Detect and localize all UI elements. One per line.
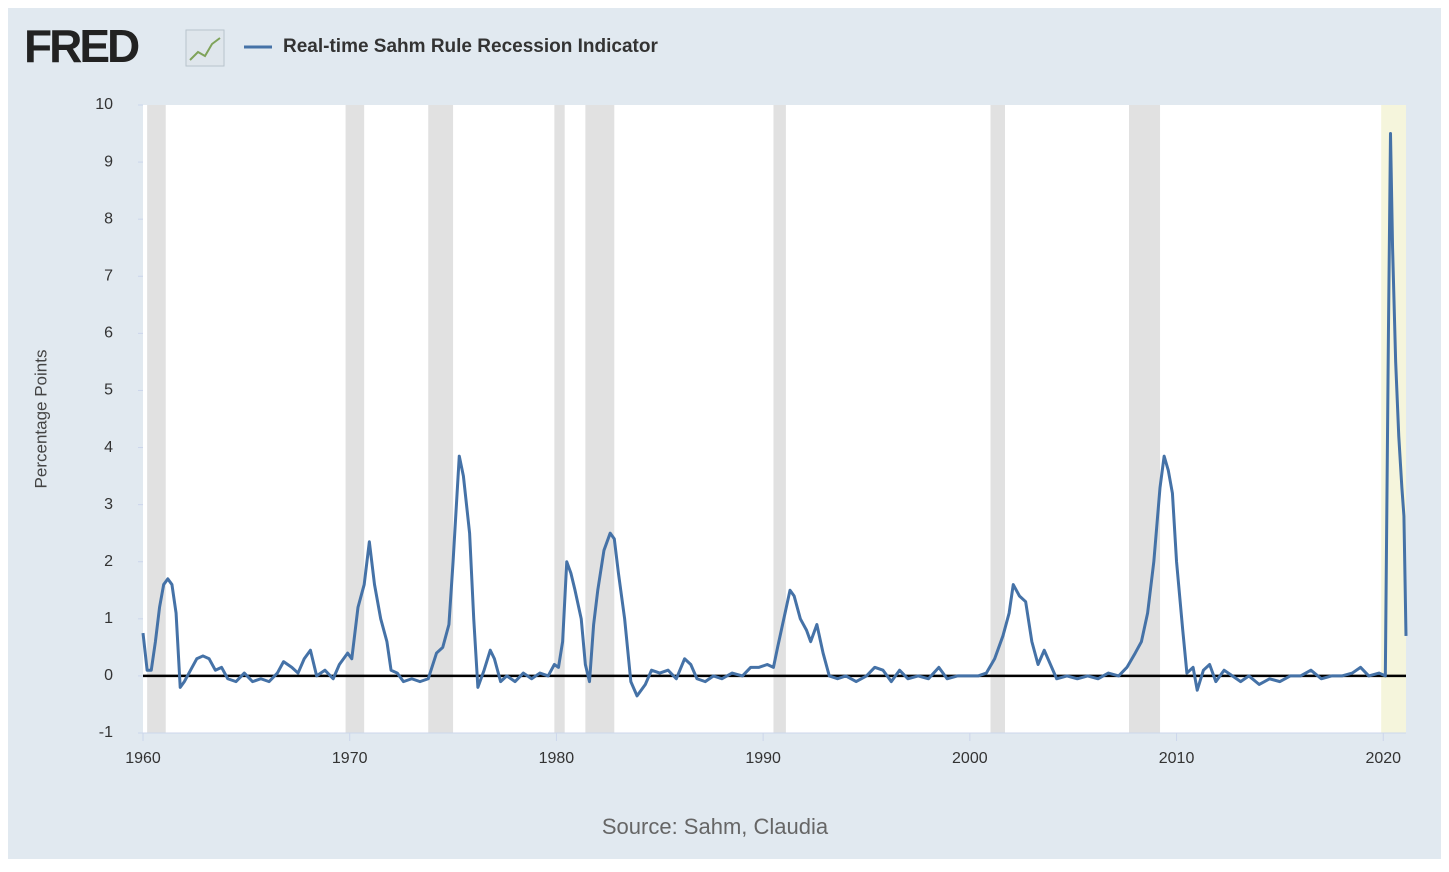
y-tick-label: 10 bbox=[95, 96, 113, 113]
logo-icon-line bbox=[189, 37, 221, 61]
source: Source: Sahm, Claudia bbox=[602, 814, 829, 839]
recession-shade bbox=[147, 105, 166, 733]
x-tick-label: 1970 bbox=[332, 750, 368, 767]
data-line bbox=[141, 132, 1408, 698]
y-tick-label: 2 bbox=[104, 553, 113, 570]
y-tick-label: 8 bbox=[104, 210, 113, 227]
x-tick-label: 1980 bbox=[539, 750, 575, 767]
recession-shade bbox=[428, 105, 454, 733]
y-tick-label: 6 bbox=[104, 325, 113, 342]
logo-icon bbox=[185, 29, 225, 67]
recession-shade bbox=[1129, 105, 1161, 733]
y-tick-label: 0 bbox=[104, 667, 113, 684]
recession-shade bbox=[773, 105, 786, 733]
x-tick-label: 2020 bbox=[1365, 750, 1401, 767]
y-tick-label: 1 bbox=[104, 610, 113, 627]
y-tick-label: -1 bbox=[99, 724, 113, 741]
x-tick-label: 1990 bbox=[745, 750, 781, 767]
recession-shade bbox=[554, 105, 565, 733]
x-tick-label: 2000 bbox=[952, 750, 988, 767]
y-tick-label: 3 bbox=[104, 496, 113, 513]
legend-label: Real-time Sahm Rule Recession Indicator bbox=[283, 36, 658, 57]
x-tick-label: 2010 bbox=[1159, 750, 1195, 767]
logo: FRED bbox=[24, 20, 139, 72]
y-axis-label: Percentage Points bbox=[31, 350, 50, 489]
recession-shade bbox=[990, 105, 1005, 733]
y-tick-label: 5 bbox=[104, 382, 113, 399]
recession-shade bbox=[585, 105, 615, 733]
x-tick-label: 1960 bbox=[125, 750, 161, 767]
recession-shade bbox=[345, 105, 365, 733]
y-tick-label: 9 bbox=[104, 153, 113, 170]
y-tick-label: 7 bbox=[104, 267, 113, 284]
y-tick-label: 4 bbox=[104, 439, 113, 456]
